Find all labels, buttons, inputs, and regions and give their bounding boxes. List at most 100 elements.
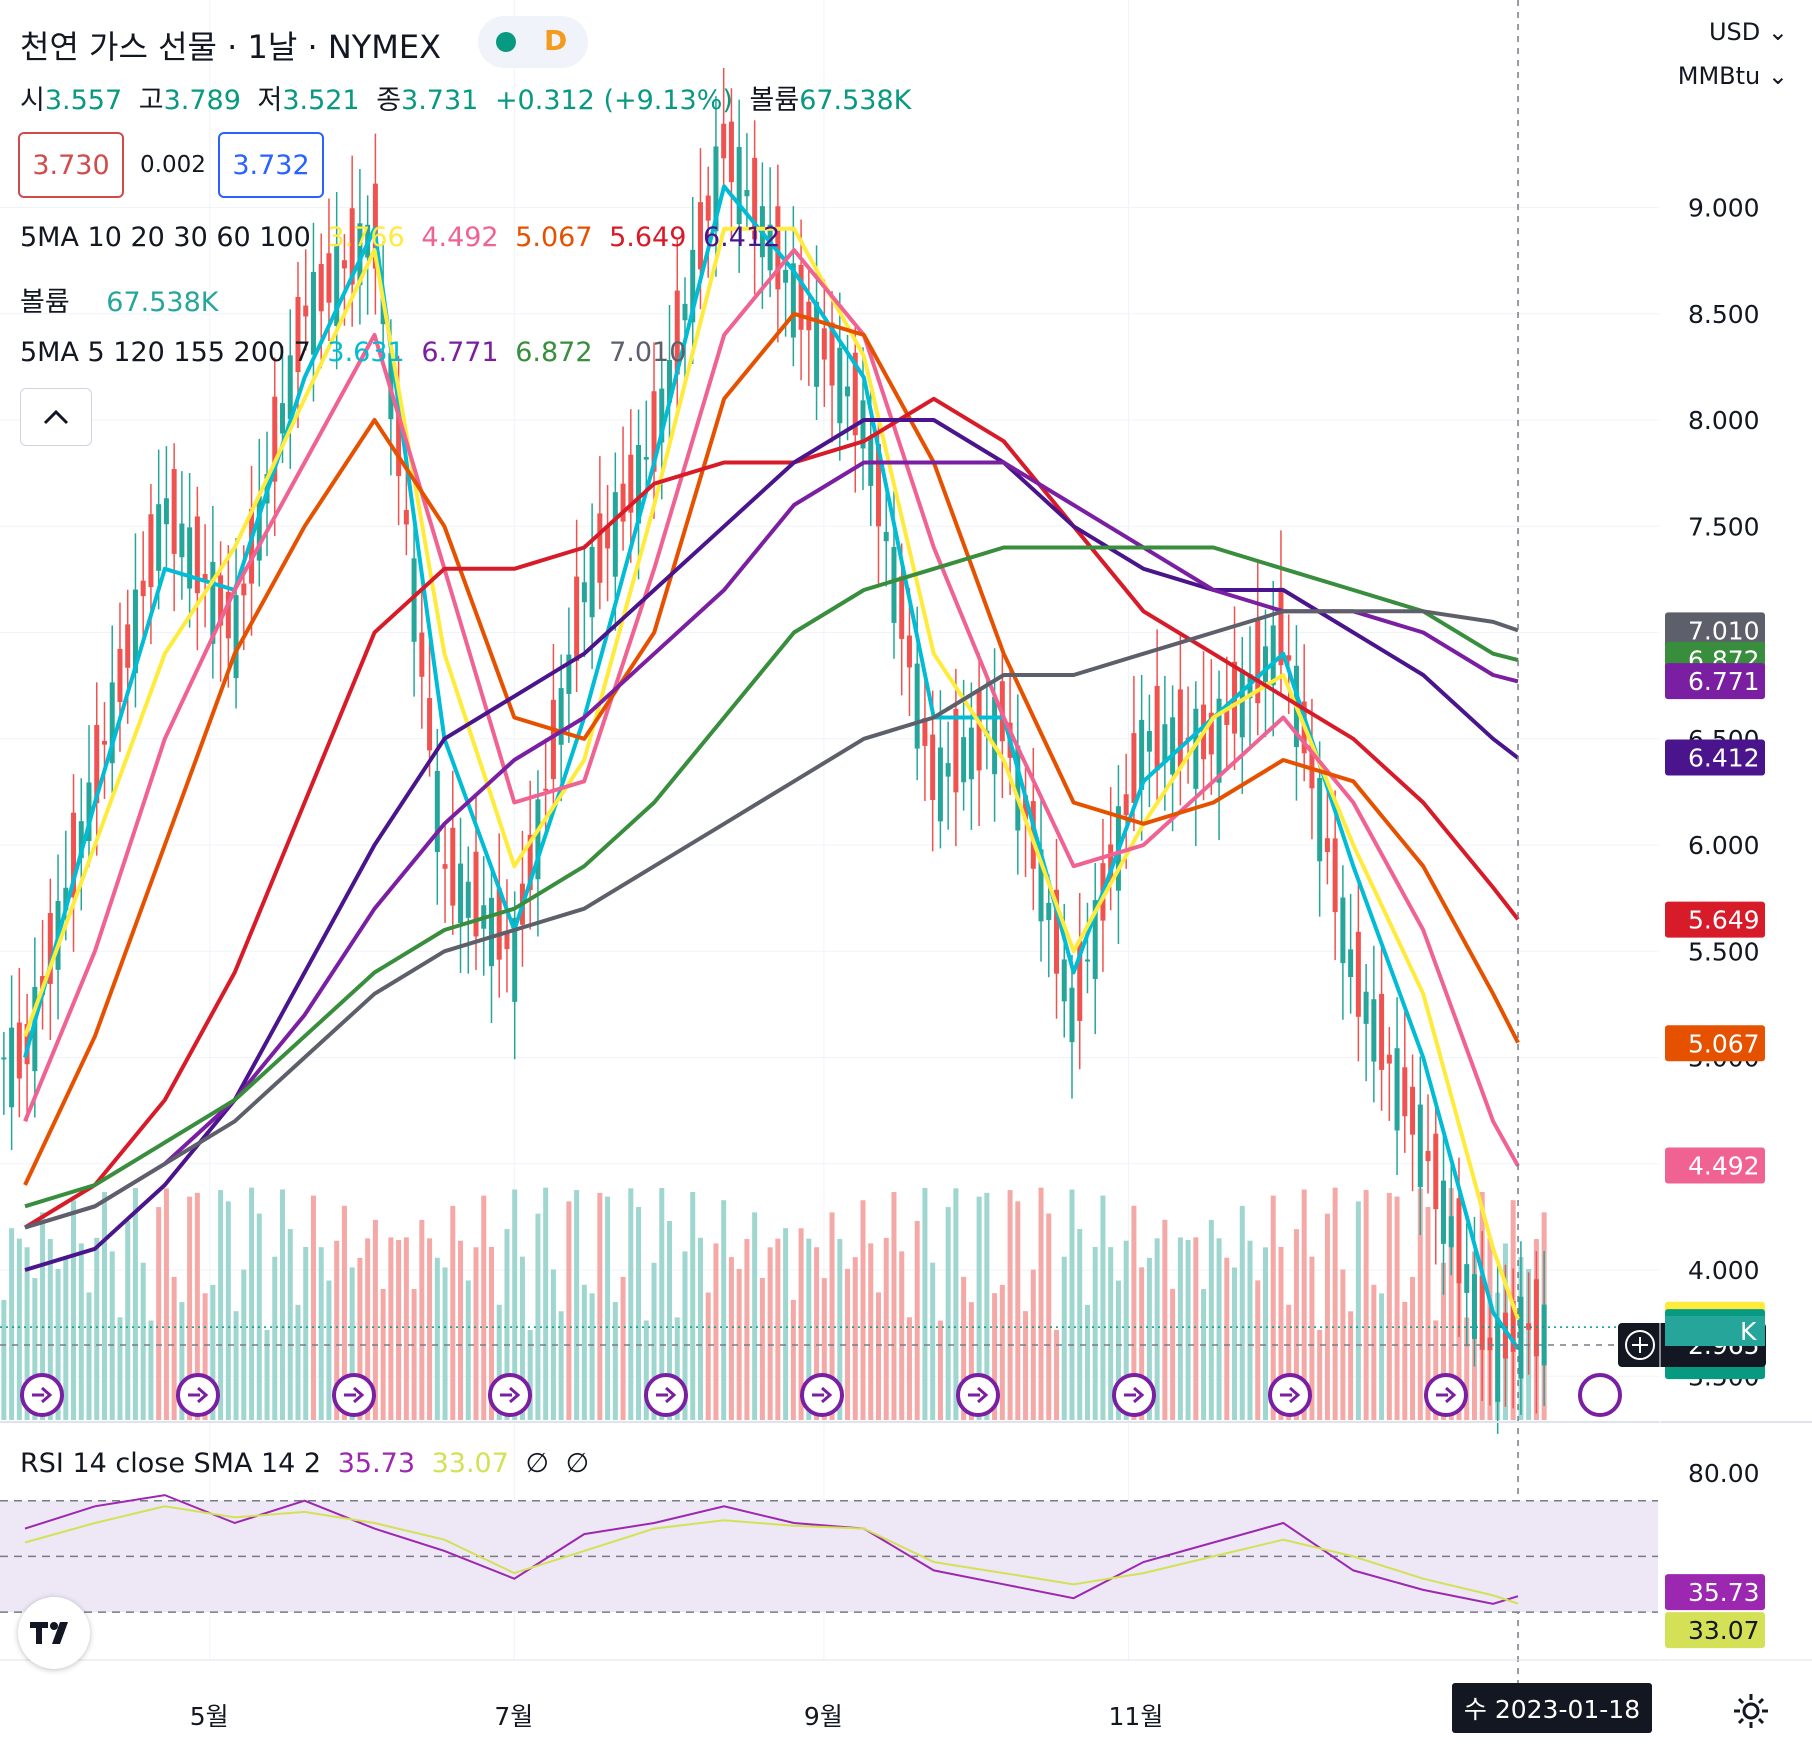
rsi-line[interactable] <box>24 1494 1519 1605</box>
candle-body <box>605 526 611 549</box>
rsi-sma-line[interactable] <box>24 1505 1519 1605</box>
candle-body <box>1441 1180 1447 1244</box>
volume-bar <box>458 1240 464 1420</box>
candle-body <box>163 498 169 525</box>
candle-body <box>9 1027 15 1108</box>
candle-body <box>16 1022 22 1079</box>
candle-body <box>1332 838 1338 913</box>
ma-legend-2[interactable]: 5MA 5 120 155 200 7 3.631 6.771 6.872 7.… <box>20 337 694 368</box>
candle-body <box>945 763 951 777</box>
volume-axis-label-bg <box>1665 1316 1765 1346</box>
x-tick-label: 11월 <box>1109 1702 1164 1731</box>
candle-body <box>1394 1048 1400 1131</box>
candle-body <box>310 271 316 355</box>
volume-bar <box>280 1189 286 1420</box>
volume-bar <box>148 1320 154 1420</box>
candle-body <box>875 444 881 527</box>
candle-body <box>109 682 115 764</box>
candle-body <box>1340 897 1346 964</box>
candle-body <box>272 396 278 482</box>
series-line-ma155[interactable] <box>24 545 1519 1209</box>
candle-body <box>71 812 77 898</box>
candle-body <box>721 123 727 159</box>
rollover-arrow-icon <box>812 1386 833 1404</box>
price-tick-label: 7.500 <box>1688 512 1760 541</box>
volume-bar <box>187 1196 193 1420</box>
volume-bar <box>1433 1320 1439 1420</box>
series-line-ma30[interactable] <box>23 311 1520 1186</box>
rollover-arrow-icon <box>1124 1386 1145 1404</box>
volume-legend[interactable]: 볼륨 67.538K <box>20 280 226 319</box>
buy-price-button[interactable]: 3.732 <box>218 132 324 198</box>
interval-badge[interactable]: D <box>544 24 568 57</box>
candle-body <box>899 576 905 639</box>
volume-bar <box>937 1320 943 1420</box>
volume-bar <box>1115 1280 1121 1420</box>
volume-bar <box>78 1243 84 1420</box>
symbol-title[interactable]: 천연 가스 선물 · 1날 · NYMEX <box>20 28 442 66</box>
candle-body <box>697 202 703 270</box>
candle-body <box>574 576 580 661</box>
tradingview-logo-icon[interactable] <box>18 1597 90 1669</box>
volume-bar <box>574 1190 580 1420</box>
volume-bar <box>845 1268 851 1420</box>
volume-bar <box>1293 1229 1299 1420</box>
candle-body <box>1541 1304 1547 1366</box>
price-tick-label: 5.500 <box>1688 937 1760 966</box>
ohlc-legend: 시3.557 고3.789 저3.521 종3.731 +0.312 (+9.1… <box>20 78 919 117</box>
collapse-legend-button[interactable] <box>20 388 92 446</box>
rsi-legend[interactable]: RSI 14 close SMA 14 2 35.73 33.07 ∅ ∅ <box>20 1448 597 1479</box>
add-alert-icon[interactable] <box>1625 1330 1655 1360</box>
volume-bar <box>287 1229 293 1420</box>
volume-bar <box>249 1187 255 1420</box>
candle-body <box>1425 1150 1431 1162</box>
candle-body <box>1038 849 1044 922</box>
volume-bar <box>868 1243 874 1420</box>
ma120-value: 6.771 <box>421 337 499 368</box>
candle-body <box>806 301 812 331</box>
candle-body <box>1046 902 1052 920</box>
unit-dropdown[interactable]: MMBtu ⌄ <box>1678 62 1788 90</box>
candle-body <box>349 208 355 285</box>
volume-bar <box>1224 1257 1230 1420</box>
volume-bar <box>899 1251 905 1420</box>
series-line-ma200[interactable] <box>24 609 1519 1230</box>
candle-body <box>1 1057 7 1060</box>
candle-body <box>427 698 433 751</box>
sell-price-button[interactable]: 3.730 <box>18 132 124 198</box>
currency-dropdown[interactable]: USD ⌄ <box>1709 18 1788 46</box>
volume-bar <box>1386 1192 1392 1420</box>
candle-body <box>636 444 642 524</box>
volume-bar <box>1123 1240 1129 1420</box>
candle-body <box>814 301 820 387</box>
volume-bar <box>434 1257 440 1420</box>
close-value: 3.731 <box>401 85 479 116</box>
candle-body <box>419 632 425 677</box>
rollover-event-icon[interactable] <box>1578 1373 1622 1417</box>
volume-bar <box>581 1284 587 1420</box>
volume-bar <box>806 1238 812 1420</box>
volume-bar <box>837 1239 843 1420</box>
volume-legend-value: 67.538K <box>106 287 219 318</box>
candle-body <box>1170 717 1176 775</box>
series-line-ma20[interactable] <box>23 248 1520 1167</box>
series-line-ma10[interactable] <box>23 226 1520 1320</box>
volume-bar <box>1278 1246 1284 1420</box>
gear-icon[interactable] <box>1732 1692 1770 1730</box>
volume-bar <box>310 1195 316 1420</box>
ma10-value: 3.766 <box>327 222 405 253</box>
candle-body <box>1363 991 1369 1024</box>
volume-bar <box>442 1267 448 1420</box>
ma-legend-1-name: 5MA 10 20 30 60 100 <box>20 222 311 253</box>
candle-body <box>767 224 773 271</box>
candle-body <box>1154 685 1160 771</box>
volume-bar <box>450 1205 456 1420</box>
volume-legend-name: 볼륨 <box>20 287 70 318</box>
series-line-ma100[interactable] <box>24 418 1520 1272</box>
candle-body <box>488 897 494 967</box>
ma-legend-1[interactable]: 5MA 10 20 30 60 100 3.766 4.492 5.067 5.… <box>20 222 788 253</box>
candle-body <box>643 456 649 460</box>
candle-body <box>968 727 974 780</box>
